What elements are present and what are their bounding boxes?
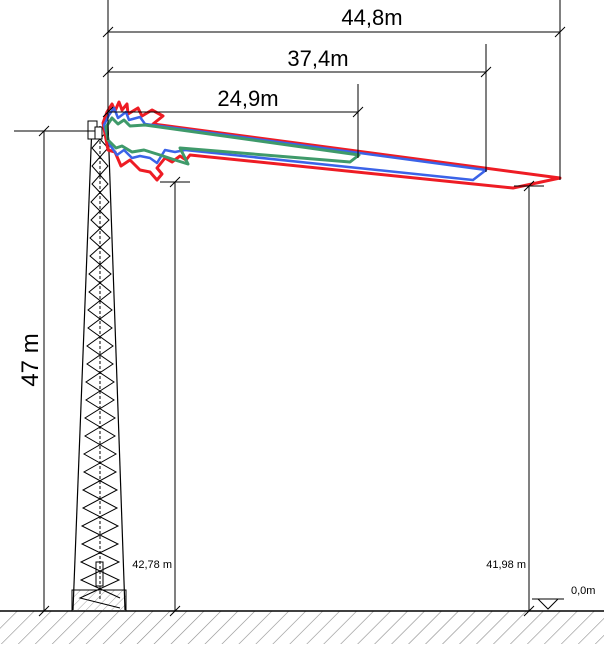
label-37-4: 37,4m bbox=[287, 46, 348, 71]
tower-lattice-reverse bbox=[79, 129, 121, 599]
dim-tick-47-bottom bbox=[38, 605, 50, 617]
dim-tick-42-78-top bbox=[169, 176, 181, 188]
label-42-78: 42,78 m bbox=[132, 559, 172, 571]
tower-right-leg bbox=[107, 123, 126, 611]
dimensions bbox=[14, 0, 566, 617]
antenna-front bbox=[94, 126, 103, 140]
dim-tick-24-9-left bbox=[102, 106, 114, 118]
dim-tick-41-98-bottom bbox=[523, 605, 535, 617]
triangle-down-icon bbox=[532, 598, 564, 610]
dim-tick-42-78-bottom bbox=[169, 605, 181, 617]
label-24-9: 24,9m bbox=[217, 86, 278, 111]
label-ground-level: 0,0m bbox=[571, 585, 595, 597]
dim-tick-44-8-left bbox=[102, 26, 114, 38]
dim-tick-41-98-top bbox=[523, 180, 535, 192]
radiation-patterns bbox=[101, 100, 562, 190]
green-radiation-lobe bbox=[104, 116, 361, 166]
label-tower-height: 47 m bbox=[17, 333, 44, 386]
blue-radiation-lobe bbox=[102, 106, 488, 182]
tower-left-leg bbox=[72, 123, 93, 611]
dim-tick-47-top bbox=[38, 125, 50, 137]
red-radiation-lobe bbox=[101, 100, 562, 190]
label-41-98: 41,98 m bbox=[486, 559, 526, 571]
ground bbox=[0, 610, 604, 644]
ground-hatch bbox=[0, 611, 604, 644]
dim-tick-37-4-left bbox=[102, 66, 114, 78]
lattice-tower bbox=[71, 120, 127, 612]
tower-door bbox=[95, 561, 104, 587]
label-44-8: 44,8m bbox=[341, 5, 402, 30]
